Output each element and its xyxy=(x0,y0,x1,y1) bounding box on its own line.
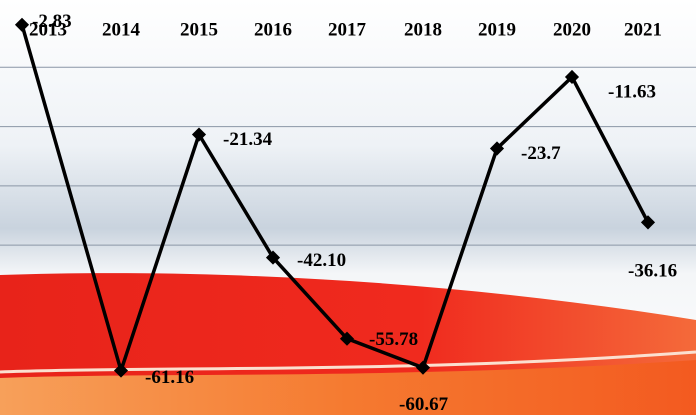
x-tick-label: 2017 xyxy=(328,19,367,40)
x-tick-label: 2018 xyxy=(404,19,442,40)
chart: 201320142015201620172018201920202021-2.8… xyxy=(0,0,696,415)
x-tick-label: 2021 xyxy=(624,19,662,40)
x-tick-label: 2019 xyxy=(478,19,516,40)
data-label: -23.7 xyxy=(521,143,561,164)
data-label: -11.63 xyxy=(608,81,656,102)
x-tick-label: 2014 xyxy=(102,19,141,40)
data-label: -21.34 xyxy=(223,129,273,150)
data-label: -60.67 xyxy=(399,394,449,415)
data-label: -55.78 xyxy=(369,329,418,350)
x-tick-label: 2020 xyxy=(553,19,591,40)
x-tick-label: 2016 xyxy=(254,19,292,40)
x-tick-label: 2015 xyxy=(180,19,218,40)
data-label: -2.83 xyxy=(32,11,72,32)
data-label: -42.10 xyxy=(297,250,346,271)
page: {"chart_data": {"type": "line", "categor… xyxy=(0,0,696,415)
data-label: -36.16 xyxy=(628,261,677,282)
data-label: -61.16 xyxy=(145,367,194,388)
